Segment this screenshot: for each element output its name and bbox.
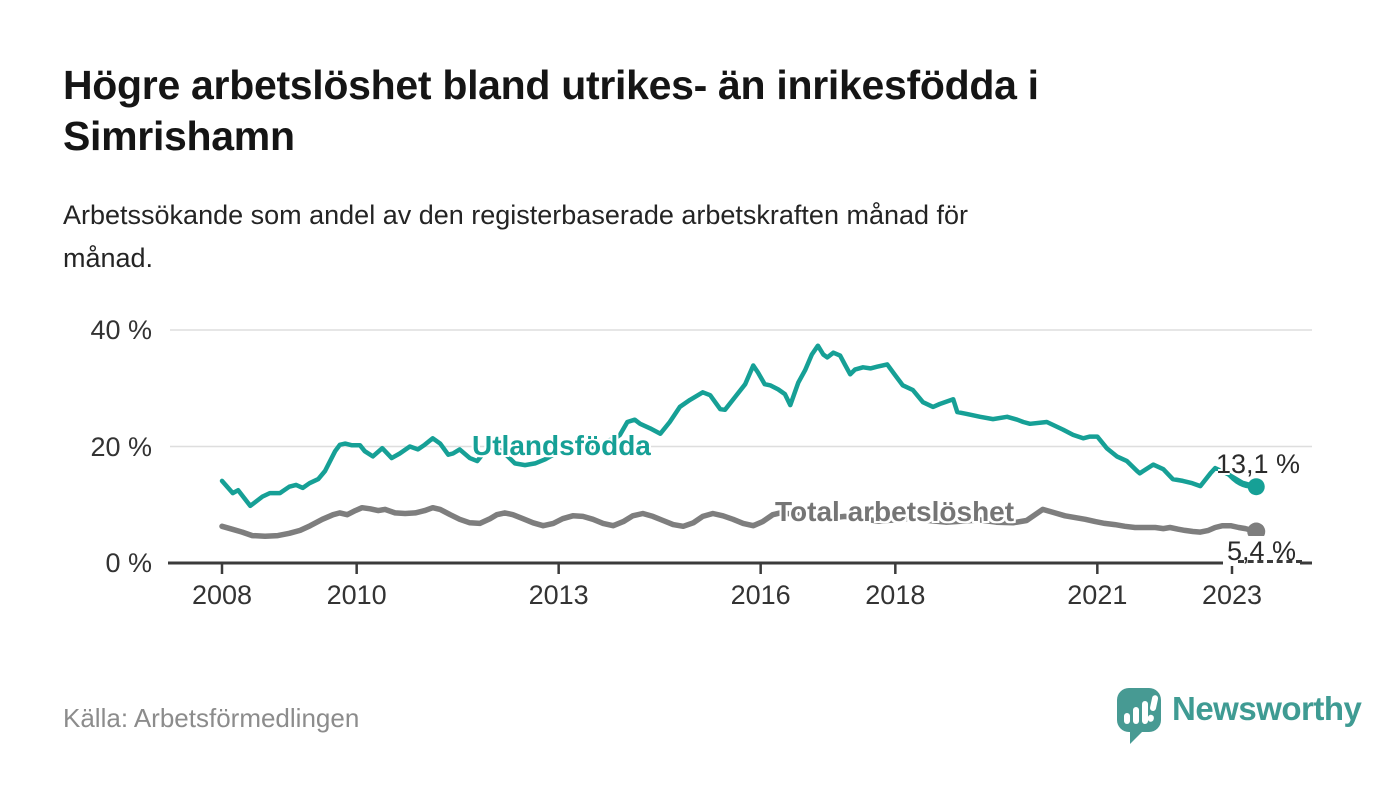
series-label-total-arbetsloshet: Total arbetslöshet [775,496,1015,527]
dashed-leader-line [1238,560,1302,563]
x-axis-tick-label: 2013 [528,580,589,610]
leader-utlandsfodda [1224,470,1254,489]
x-axis-tick-label: 2018 [865,580,926,610]
bar-chart-speech-bubble-icon [1117,688,1161,744]
end-point-utlandsfodda [1247,478,1265,496]
x-axis-tick-label: 2016 [730,580,791,610]
series-line-total [219,504,1259,539]
x-axis-tick-label: 2023 [1201,580,1263,610]
brand-name: Newsworthy [1172,690,1362,727]
page-title: Högre arbetslöshet bland utrikes- än inr… [63,60,1333,162]
page-subtitle: Arbetssökande som andel av den registerb… [63,194,1263,280]
x-axis-tick-label: 2010 [326,580,387,610]
y-axis-tick-label: 0 % [105,548,152,578]
end-value-label-utlandsfodda: 13,1 % [1216,449,1301,479]
page-subtitle-line1: Arbetssökande som andel av den registerb… [63,200,969,230]
page-title-line1: Högre arbetslöshet bland utrikes- än inr… [63,62,1039,108]
page-title-line2: Simrishamn [63,113,295,159]
series-label-utlandsfodda: Utlandsfödda [472,430,651,461]
page-subtitle-line2: månad. [63,243,154,273]
brand-logo: Newsworthy [1115,686,1362,748]
x-axis-tick-label: 2008 [191,580,253,610]
y-axis-tick-label: 40 % [90,315,152,345]
source-note: Källa: Arbetsförmedlingen [63,703,360,733]
x-axis-tick-label: 2021 [1067,580,1128,610]
series-line-utlandsfodda [219,343,1259,509]
y-axis-tick-label: 20 % [90,431,152,462]
